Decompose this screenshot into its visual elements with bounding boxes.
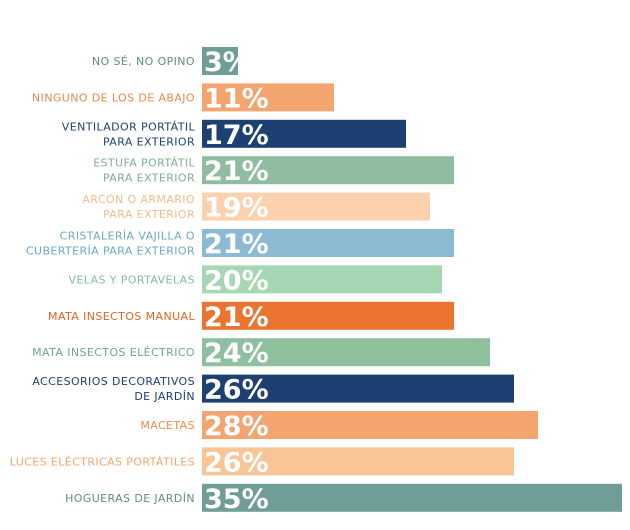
- bar-10: [202, 411, 538, 439]
- bar-5: [202, 229, 454, 257]
- value-label-5: 21%: [204, 229, 269, 260]
- bar-9: [202, 374, 514, 403]
- category-label-9: ACCESORIOS DECORATIVOS DE JARDÍN: [32, 375, 195, 403]
- value-label-10: 28%: [204, 411, 269, 442]
- value-label-11: 26%: [204, 447, 269, 478]
- bar-12: [202, 483, 622, 512]
- category-label-2: VENTILADOR PORTÁTIL PARA EXTERIOR: [62, 120, 196, 148]
- category-label-8: MATA INSECTOS ELÉCTRICO: [32, 346, 195, 359]
- bar-0: [202, 47, 238, 75]
- category-label-7: MATA INSECTOS MANUAL: [48, 310, 195, 323]
- value-label-0: 3%: [204, 47, 250, 78]
- category-label-3: ESTUFA PORTÁTIL PARA EXTERIOR: [93, 157, 195, 185]
- bar-6: [202, 265, 442, 294]
- value-label-3: 21%: [204, 156, 269, 187]
- bar-3: [202, 156, 454, 185]
- category-label-0: NO SÉ, NO OPINO: [92, 55, 195, 68]
- category-label-10: MACETAS: [140, 419, 195, 432]
- bar-2: [202, 119, 406, 148]
- value-label-6: 20%: [204, 265, 269, 296]
- value-label-2: 17%: [204, 120, 269, 151]
- bar-7: [202, 301, 454, 330]
- category-label-12: HOGUERAS DE JARDÍN: [65, 492, 195, 505]
- category-label-1: NINGUNO DE LOS DE ABAJO: [32, 91, 195, 104]
- value-label-1: 11%: [204, 83, 269, 114]
- value-label-7: 21%: [204, 302, 269, 333]
- category-label-4: ARCÓN O ARMARIO PARA EXTERIOR: [82, 193, 195, 221]
- bar-11: [202, 447, 514, 476]
- value-label-4: 19%: [204, 193, 269, 224]
- bar-8: [202, 338, 490, 367]
- bars-group: 3% NO SÉ, NO OPINO 11% NINGUNO DE LOS DE AB…: [10, 47, 622, 515]
- bar-1: [202, 83, 334, 112]
- bar-4: [202, 192, 430, 221]
- value-label-8: 24%: [204, 338, 269, 369]
- category-label-5: CRISTALERÍA VAJILLA O CUBERTERÍA PARA EXT…: [26, 230, 195, 258]
- value-label-12: 35%: [204, 484, 269, 515]
- category-label-6: VELAS Y PORTAVELAS: [69, 273, 195, 286]
- category-label-11: LUCES ELÉCTRICAS PORTÁTILES: [10, 455, 195, 468]
- value-label-9: 26%: [204, 375, 269, 406]
